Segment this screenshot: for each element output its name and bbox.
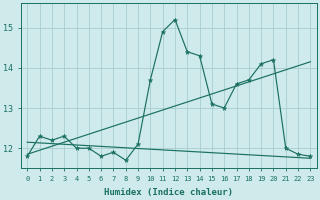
X-axis label: Humidex (Indice chaleur): Humidex (Indice chaleur)	[104, 188, 233, 197]
